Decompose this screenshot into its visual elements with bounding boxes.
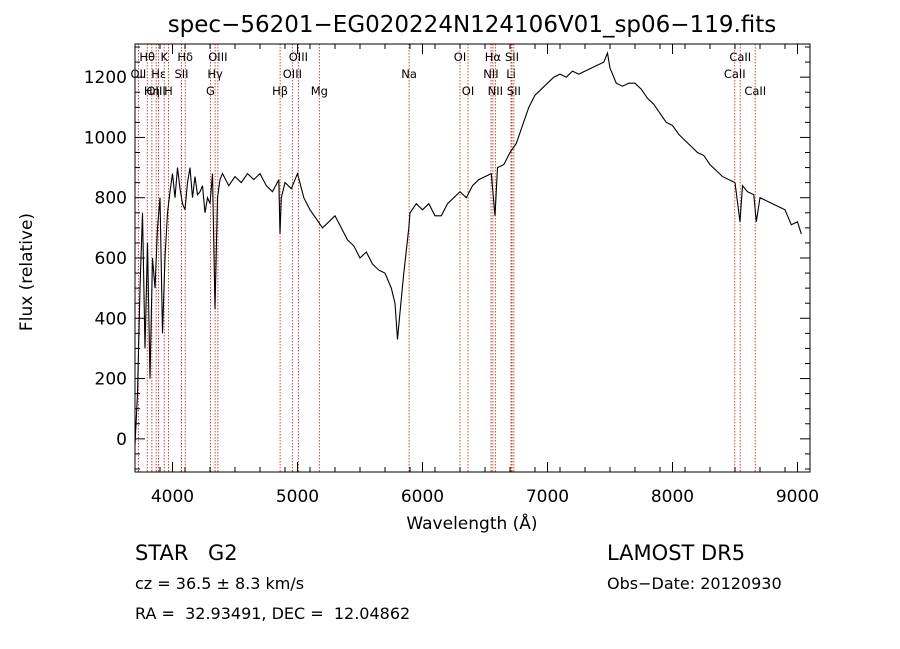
x-tick-label: 6000 (401, 487, 444, 507)
spectral-line-label: CaII (729, 50, 751, 64)
spectral-line-label: OIII (208, 50, 227, 64)
spectral-line-label: CaII (724, 67, 746, 81)
spectral-line-label: Hη (144, 84, 160, 98)
object-class: STAR (135, 541, 189, 565)
spectral-line-label: Mg (311, 84, 328, 98)
spectral-line-label: Hθ (139, 50, 155, 64)
spectrum-line (134, 50, 802, 445)
spectral-line-label: CaII (744, 84, 766, 98)
y-tick-label: 400 (95, 309, 127, 329)
spectral-line-label: OII (130, 67, 146, 81)
spectral-line-label: OIII (147, 84, 166, 98)
object-subclass: G2 (208, 541, 238, 565)
y-tick-label: 800 (95, 189, 127, 209)
spectral-line-label: Hε (151, 67, 166, 81)
y-tick-label: 600 (95, 249, 127, 269)
spectral-line-label: NII (488, 84, 503, 98)
chart-title: spec−56201−EG020224N124106V01_sp06−119.f… (168, 12, 777, 38)
redshift-cz: cz = 36.5 ± 8.3 km/s (135, 574, 305, 593)
spectral-line-label: K (160, 50, 168, 64)
spectral-line-label: Hα (485, 50, 502, 64)
coordinates: RA = 32.93491, DEC = 12.04862 (135, 604, 411, 623)
y-axis-label: Flux (relative) (17, 213, 37, 331)
spectral-line-label: SII (174, 67, 188, 81)
spectral-line-label: Na (401, 67, 417, 81)
y-tick-label: 1200 (84, 68, 127, 88)
survey-name: LAMOST DR5 (607, 541, 746, 565)
x-tick-label: 8000 (651, 487, 694, 507)
x-tick-label: 9000 (776, 487, 819, 507)
spectral-line-label: OIII (289, 50, 308, 64)
spectral-line-label: SII (505, 50, 519, 64)
spectral-line-label: Hβ (272, 84, 288, 98)
y-tick-label: 0 (116, 430, 127, 450)
spectral-line-label: Hγ (207, 67, 223, 81)
spectral-line-label: Li (506, 67, 516, 81)
x-tick-label: 7000 (526, 487, 569, 507)
axis-tick-labels: 4000 5000 6000 7000 8000 9000 0 200 400 600 800 100… (84, 68, 819, 507)
spectral-line-label: G (206, 84, 215, 98)
spectral-line-label: SII (507, 84, 521, 98)
spectral-line-markers (137, 44, 756, 472)
spectral-line-label: OI (462, 84, 474, 98)
spectral-line-label: OI (454, 50, 466, 64)
x-tick-label: 5000 (276, 487, 319, 507)
y-tick-label: 1000 (84, 128, 127, 148)
observation-date: Obs−Date: 20120930 (607, 574, 782, 593)
x-axis-label: Wavelength (Å) (406, 512, 537, 534)
spectral-line-label: H (164, 84, 173, 98)
axis-ticks (134, 44, 811, 472)
spectral-line-label: NII (483, 67, 498, 81)
spectral-line-label: Hδ (177, 50, 193, 64)
plot-frame (134, 43, 811, 473)
y-tick-label: 200 (95, 370, 127, 390)
spectral-line-label: OIII (283, 67, 302, 81)
x-tick-label: 4000 (151, 487, 194, 507)
